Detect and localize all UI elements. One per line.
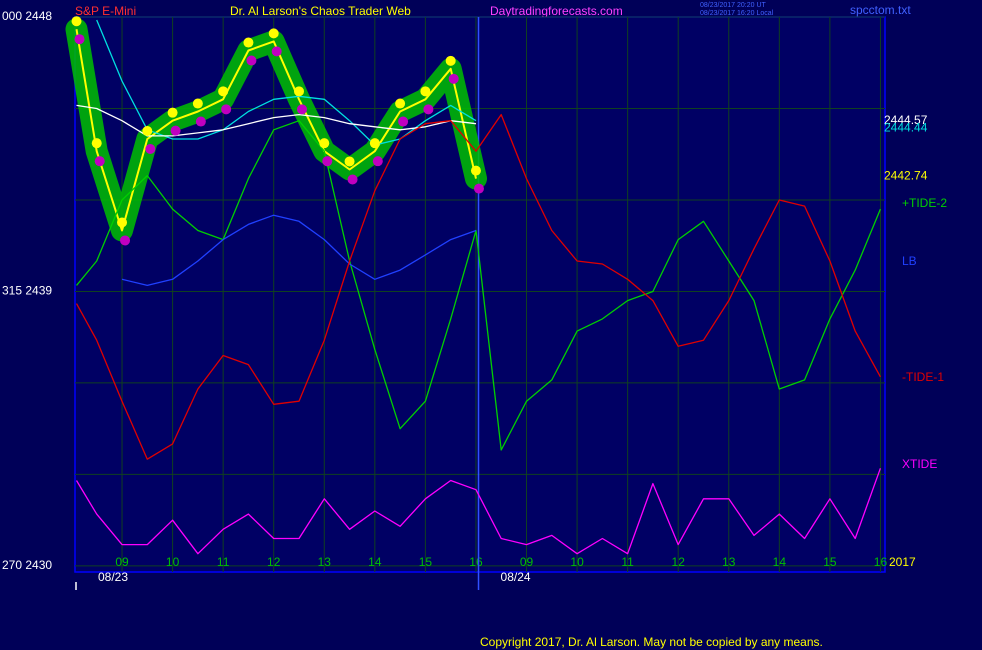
series-line <box>121 214 477 287</box>
price-dot <box>71 16 82 27</box>
price-dot <box>91 138 102 149</box>
price-dot <box>120 235 131 246</box>
price-dot <box>268 28 279 39</box>
price-dot <box>167 107 178 118</box>
timestamp: 08/23/2017 20:20 UT <box>700 2 766 9</box>
x-tick-label: 09 <box>520 555 534 569</box>
price-dot <box>293 86 304 97</box>
end-value-label: 2444.57 <box>884 113 928 127</box>
series-line <box>75 113 881 460</box>
x-tick-label: 09 <box>115 555 129 569</box>
price-dot <box>94 156 105 167</box>
price-dot <box>117 217 128 228</box>
series-line <box>75 468 882 555</box>
series-line <box>96 19 477 146</box>
x-tick-label: 11 <box>621 555 634 569</box>
price-dot <box>74 34 85 45</box>
x-tick-label: 11 <box>217 555 230 569</box>
day-label: 08/24 <box>501 570 531 584</box>
file-name: spcctom.txt <box>850 3 911 17</box>
price-dot <box>448 73 459 84</box>
y-tick-label: 270 2430 <box>2 558 52 572</box>
x-tick-label: 14 <box>773 555 787 569</box>
timestamp: 08/23/2017 16:20 Local <box>700 10 774 17</box>
price-dot <box>145 143 156 154</box>
price-dot <box>344 156 355 167</box>
legend-entry: -TIDE-1 <box>902 370 944 384</box>
price-dot <box>192 98 203 109</box>
x-tick-label: 12 <box>267 555 281 569</box>
price-dot <box>372 156 383 167</box>
price-dot <box>423 104 434 115</box>
price-dot <box>369 138 380 149</box>
series-line <box>76 104 477 137</box>
copyright: Copyright 2017, Dr. Al Larson. May not b… <box>480 635 823 649</box>
price-dot <box>347 174 358 185</box>
y-tick-label: 315 2439 <box>2 284 52 298</box>
legend-entry: LB <box>902 254 917 268</box>
x-tick-label: 10 <box>570 555 584 569</box>
price-dot <box>319 138 330 149</box>
year-label: 2017 <box>889 555 916 569</box>
chart-title: Dr. Al Larson's Chaos Trader Web <box>230 4 411 18</box>
x-tick-label: 15 <box>823 555 837 569</box>
price-dot <box>170 125 181 136</box>
price-dot <box>142 125 153 136</box>
price-dot <box>395 98 406 109</box>
legend-entry: +TIDE-2 <box>902 196 947 210</box>
day-label: 08/23 <box>98 570 128 584</box>
legend-entry: XTIDE <box>902 457 937 471</box>
x-tick-label: 16 <box>874 555 888 569</box>
end-value-label: 2442.74 <box>884 169 928 183</box>
price-dot <box>470 165 481 176</box>
price-dot <box>221 104 232 115</box>
x-tick-label: 13 <box>722 555 736 569</box>
price-dot <box>271 46 282 57</box>
price-dot <box>195 116 206 127</box>
price-dot <box>398 116 409 127</box>
end-value-label: 2444.44 <box>884 121 928 135</box>
x-tick-label: 14 <box>368 555 382 569</box>
x-tick-label: 16 <box>469 555 483 569</box>
price-dot <box>296 104 307 115</box>
x-tick-label: 10 <box>166 555 180 569</box>
site-name: Daytradingforecasts.com <box>490 4 623 18</box>
price-dot <box>218 86 229 97</box>
price-dot <box>246 55 257 66</box>
x-tick-label: 13 <box>318 555 332 569</box>
price-dot <box>473 183 484 194</box>
price-dot <box>420 86 431 97</box>
x-tick-label: 12 <box>672 555 686 569</box>
x-tick-label: 15 <box>419 555 433 569</box>
series-line <box>75 29 477 232</box>
price-dot <box>243 37 254 48</box>
y-tick-label: 000 2448 <box>2 9 52 23</box>
price-dot <box>322 156 333 167</box>
chart-subtitle: S&P E-Mini <box>75 4 136 18</box>
price-dot <box>445 55 456 66</box>
